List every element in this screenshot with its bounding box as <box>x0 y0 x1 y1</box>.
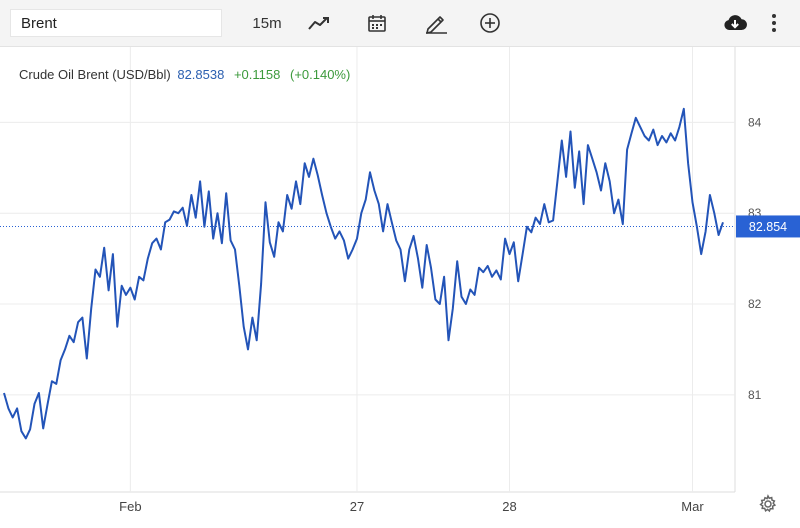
x-tick-label: Mar <box>681 499 704 514</box>
current-price-tag <box>736 215 800 238</box>
current-price-label: 82.854 <box>749 220 787 234</box>
price-series-line <box>3 107 724 440</box>
chart-legend: Crude Oil Brent (USD/Bbl) 82.8538 +0.115… <box>19 67 350 82</box>
symbol-search-input[interactable] <box>10 9 222 37</box>
line-chart-icon <box>308 17 329 30</box>
more-options-icon <box>772 14 776 32</box>
calendar-icon <box>368 15 386 32</box>
x-tick-label: Feb <box>119 499 141 514</box>
add-indicator-button[interactable] <box>475 8 505 38</box>
gear-icon <box>759 494 777 513</box>
chart-type-button[interactable] <box>304 8 334 38</box>
x-tick-label: 27 <box>350 499 364 514</box>
legend-change: +0.1158 <box>233 67 281 82</box>
download-button[interactable] <box>720 8 750 38</box>
y-tick-label: 84 <box>748 115 762 129</box>
legend-change-pct: (+0.140%) <box>289 67 351 82</box>
add-indicator-icon <box>480 13 500 33</box>
draw-pencil-icon <box>426 16 447 34</box>
interval-selector-button[interactable]: 15m <box>252 14 282 32</box>
x-tick-label: 28 <box>502 499 516 514</box>
draw-tools-button[interactable] <box>421 8 451 38</box>
chart-area[interactable]: 81 82 83 84 Feb 27 28 Mar 82.854 <box>0 47 800 523</box>
more-options-button[interactable] <box>766 8 782 38</box>
y-tick-label: 82 <box>748 297 762 311</box>
legend-series-name: Crude Oil Brent (USD/Bbl) <box>19 67 171 82</box>
y-tick-label: 81 <box>748 388 762 402</box>
chart-settings-button[interactable] <box>757 493 779 515</box>
toolbar: 15m <box>0 0 800 47</box>
date-range-button[interactable] <box>362 8 392 38</box>
download-icon <box>724 15 747 31</box>
legend-price: 82.8538 <box>177 67 225 82</box>
